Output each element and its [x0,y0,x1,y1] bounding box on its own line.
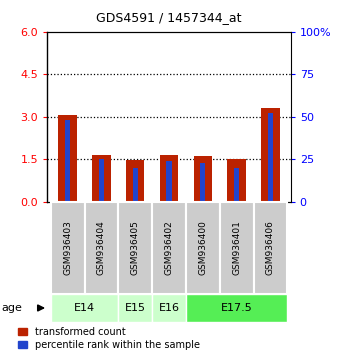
Text: GSM936400: GSM936400 [198,220,207,275]
Bar [186,294,287,322]
Text: E16: E16 [159,303,179,313]
Bar [220,202,254,294]
Text: GSM936406: GSM936406 [266,220,275,275]
Text: E15: E15 [125,303,146,313]
Text: GSM936405: GSM936405 [131,220,140,275]
Text: GDS4591 / 1457344_at: GDS4591 / 1457344_at [96,11,242,24]
Bar [51,294,118,322]
Legend: transformed count, percentile rank within the sample: transformed count, percentile rank withi… [18,327,200,350]
Bar [99,159,104,202]
Bar [186,202,220,294]
Bar [118,202,152,294]
Bar [227,159,246,202]
Bar [126,160,145,202]
Bar [51,202,84,294]
Bar [166,161,172,202]
Bar [118,294,152,322]
Text: GSM936402: GSM936402 [165,221,173,275]
Bar [234,168,239,202]
Bar [58,115,77,202]
Bar [254,202,287,294]
Bar [261,108,280,202]
Bar [92,155,111,202]
Text: E17.5: E17.5 [221,303,252,313]
Bar [84,202,118,294]
Text: age: age [2,303,23,313]
Bar [160,155,178,202]
Bar [132,168,138,202]
Bar [200,163,206,202]
Text: GSM936401: GSM936401 [232,220,241,275]
Text: E14: E14 [74,303,95,313]
Bar [268,113,273,202]
Text: GSM936403: GSM936403 [63,220,72,275]
Bar [65,120,70,202]
Bar [152,202,186,294]
Bar [193,156,212,202]
Bar [152,294,186,322]
Text: GSM936404: GSM936404 [97,221,106,275]
